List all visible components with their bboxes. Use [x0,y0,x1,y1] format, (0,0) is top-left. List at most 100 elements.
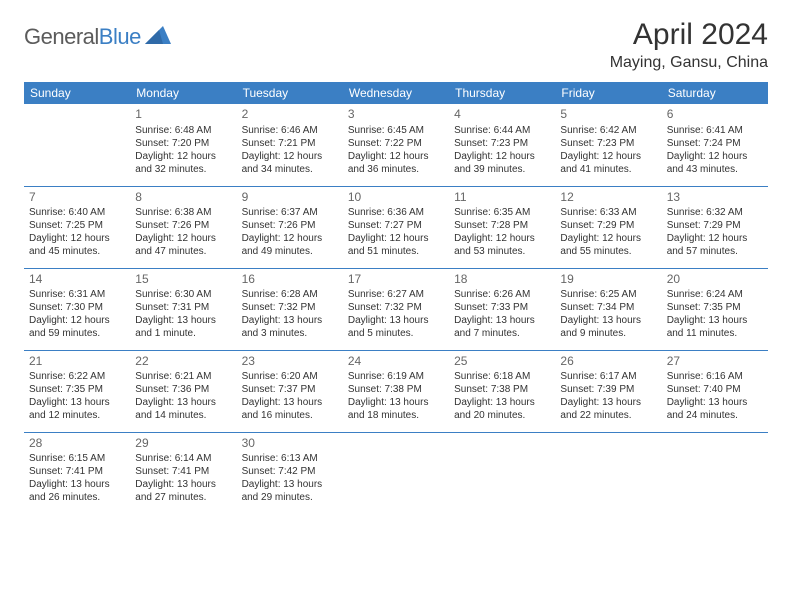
day-detail: Sunrise: 6:28 AM [242,288,338,301]
day-cell: 8Sunrise: 6:38 AMSunset: 7:26 PMDaylight… [130,186,236,268]
title-block: April 2024 Maying, Gansu, China [610,18,768,72]
day-detail: Sunrise: 6:48 AM [135,124,231,137]
day-detail: Sunset: 7:36 PM [135,383,231,396]
day-detail: Sunset: 7:33 PM [454,301,550,314]
day-detail: Sunset: 7:27 PM [348,219,444,232]
day-cell: 13Sunrise: 6:32 AMSunset: 7:29 PMDayligh… [662,186,768,268]
day-detail: and 16 minutes. [242,409,338,422]
day-number: 2 [242,107,338,123]
day-number: 27 [667,354,763,370]
day-detail: Sunrise: 6:26 AM [454,288,550,301]
day-detail: Sunrise: 6:35 AM [454,206,550,219]
day-cell [555,432,661,514]
day-cell: 22Sunrise: 6:21 AMSunset: 7:36 PMDayligh… [130,350,236,432]
day-detail: Sunset: 7:29 PM [560,219,656,232]
day-cell: 18Sunrise: 6:26 AMSunset: 7:33 PMDayligh… [449,268,555,350]
day-detail: Sunset: 7:38 PM [348,383,444,396]
day-detail: Sunset: 7:32 PM [348,301,444,314]
day-number: 23 [242,354,338,370]
day-detail: and 49 minutes. [242,245,338,258]
month-title: April 2024 [610,18,768,52]
day-cell: 23Sunrise: 6:20 AMSunset: 7:37 PMDayligh… [237,350,343,432]
day-number: 14 [29,272,125,288]
day-number: 28 [29,436,125,452]
day-number: 21 [29,354,125,370]
day-number: 4 [454,107,550,123]
col-sunday: Sunday [24,82,130,104]
day-detail: and 36 minutes. [348,163,444,176]
day-cell [24,104,130,186]
day-detail: Daylight: 13 hours [667,314,763,327]
day-number: 25 [454,354,550,370]
day-cell: 1Sunrise: 6:48 AMSunset: 7:20 PMDaylight… [130,104,236,186]
day-number: 10 [348,190,444,206]
col-monday: Monday [130,82,236,104]
day-detail: Daylight: 12 hours [348,150,444,163]
col-tuesday: Tuesday [237,82,343,104]
day-detail: Sunset: 7:31 PM [135,301,231,314]
calendar-table: Sunday Monday Tuesday Wednesday Thursday… [24,82,768,514]
day-detail: and 9 minutes. [560,327,656,340]
day-cell: 29Sunrise: 6:14 AMSunset: 7:41 PMDayligh… [130,432,236,514]
day-detail: and 41 minutes. [560,163,656,176]
day-detail: Sunrise: 6:18 AM [454,370,550,383]
logo-text-1: General [24,24,99,49]
day-detail: and 51 minutes. [348,245,444,258]
day-detail: and 53 minutes. [454,245,550,258]
day-cell [662,432,768,514]
col-thursday: Thursday [449,82,555,104]
day-detail: and 32 minutes. [135,163,231,176]
day-detail: Daylight: 13 hours [348,396,444,409]
header: GeneralBlue April 2024 Maying, Gansu, Ch… [24,18,768,72]
day-detail: Daylight: 13 hours [135,396,231,409]
day-cell: 4Sunrise: 6:44 AMSunset: 7:23 PMDaylight… [449,104,555,186]
day-cell: 14Sunrise: 6:31 AMSunset: 7:30 PMDayligh… [24,268,130,350]
day-detail: and 34 minutes. [242,163,338,176]
day-detail: Sunrise: 6:32 AM [667,206,763,219]
day-cell: 9Sunrise: 6:37 AMSunset: 7:26 PMDaylight… [237,186,343,268]
day-detail: Daylight: 12 hours [454,232,550,245]
day-detail: Daylight: 12 hours [29,314,125,327]
day-detail: and 7 minutes. [454,327,550,340]
day-cell: 2Sunrise: 6:46 AMSunset: 7:21 PMDaylight… [237,104,343,186]
day-detail: Daylight: 12 hours [29,232,125,245]
day-detail: Daylight: 13 hours [454,314,550,327]
day-number: 12 [560,190,656,206]
day-detail: Sunset: 7:42 PM [242,465,338,478]
day-number: 20 [667,272,763,288]
day-detail: and 18 minutes. [348,409,444,422]
day-detail: Sunrise: 6:36 AM [348,206,444,219]
day-number: 11 [454,190,550,206]
day-detail: and 39 minutes. [454,163,550,176]
day-detail: Daylight: 12 hours [560,150,656,163]
day-detail: Sunrise: 6:30 AM [135,288,231,301]
day-number: 30 [242,436,338,452]
week-row: 14Sunrise: 6:31 AMSunset: 7:30 PMDayligh… [24,268,768,350]
day-detail: Sunrise: 6:41 AM [667,124,763,137]
day-detail: Daylight: 13 hours [242,314,338,327]
day-cell [343,432,449,514]
day-cell: 7Sunrise: 6:40 AMSunset: 7:25 PMDaylight… [24,186,130,268]
day-cell: 20Sunrise: 6:24 AMSunset: 7:35 PMDayligh… [662,268,768,350]
day-detail: Sunset: 7:23 PM [454,137,550,150]
day-detail: Sunrise: 6:21 AM [135,370,231,383]
day-detail: Sunset: 7:35 PM [667,301,763,314]
day-detail: and 1 minute. [135,327,231,340]
week-row: 7Sunrise: 6:40 AMSunset: 7:25 PMDaylight… [24,186,768,268]
day-cell: 6Sunrise: 6:41 AMSunset: 7:24 PMDaylight… [662,104,768,186]
day-detail: Sunrise: 6:44 AM [454,124,550,137]
day-detail: Daylight: 13 hours [135,478,231,491]
day-detail: and 3 minutes. [242,327,338,340]
day-detail: Sunset: 7:26 PM [242,219,338,232]
day-detail: Daylight: 12 hours [135,150,231,163]
day-detail: Sunrise: 6:37 AM [242,206,338,219]
day-detail: and 5 minutes. [348,327,444,340]
day-detail: Sunrise: 6:25 AM [560,288,656,301]
day-detail: Daylight: 12 hours [242,232,338,245]
day-detail: Sunset: 7:41 PM [29,465,125,478]
day-cell: 5Sunrise: 6:42 AMSunset: 7:23 PMDaylight… [555,104,661,186]
day-detail: Sunset: 7:34 PM [560,301,656,314]
day-number: 26 [560,354,656,370]
day-detail: Daylight: 13 hours [348,314,444,327]
day-number: 19 [560,272,656,288]
